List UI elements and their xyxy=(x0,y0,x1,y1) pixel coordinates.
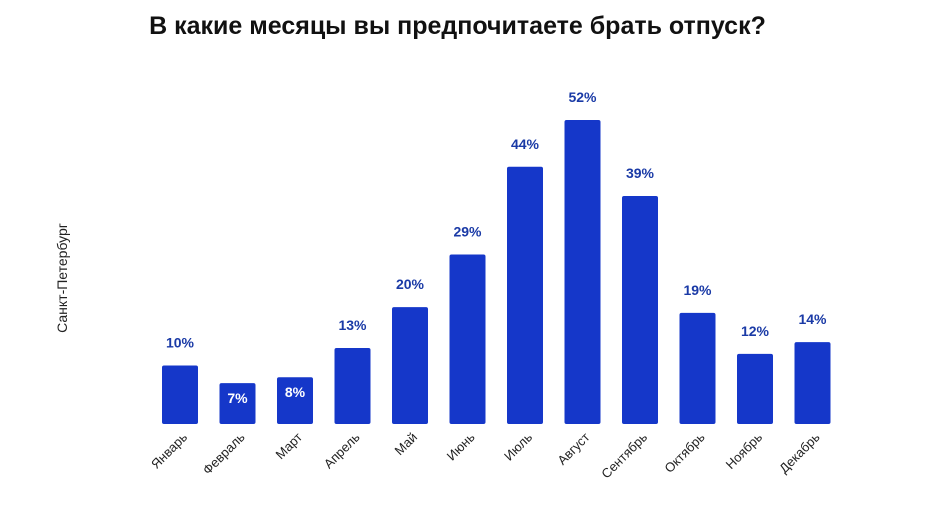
category-label-9: Сентябрь xyxy=(598,429,650,481)
bar-8 xyxy=(564,120,601,424)
value-label-9: 39% xyxy=(626,165,655,181)
bar-1 xyxy=(162,365,198,424)
bar-9 xyxy=(622,196,658,424)
bar-4 xyxy=(334,348,371,424)
category-label-6: Июнь xyxy=(444,429,478,463)
bar-7 xyxy=(507,166,543,424)
value-label-3: 8% xyxy=(285,384,306,400)
bar-3 xyxy=(277,377,313,424)
bar-10 xyxy=(679,312,716,424)
category-label-2: Февраль xyxy=(200,429,248,477)
value-label-8: 52% xyxy=(568,89,597,105)
value-label-7: 44% xyxy=(511,136,540,152)
value-label-10: 19% xyxy=(683,282,712,298)
value-label-5: 20% xyxy=(396,276,425,292)
value-label-12: 14% xyxy=(798,311,827,327)
bar-2 xyxy=(219,383,256,424)
category-label-5: Май xyxy=(392,430,421,459)
bar-11 xyxy=(737,353,773,424)
value-label-6: 29% xyxy=(453,223,482,239)
category-label-3: Март xyxy=(273,429,306,462)
category-label-1: Январь xyxy=(148,429,190,471)
category-label-7: Июль xyxy=(501,429,535,463)
value-label-2: 7% xyxy=(227,390,248,406)
category-label-8: Август xyxy=(554,429,592,467)
category-label-11: Ноябрь xyxy=(723,429,766,472)
bar-12 xyxy=(794,342,831,424)
bar-6 xyxy=(449,254,486,424)
value-label-11: 12% xyxy=(741,323,770,339)
value-label-4: 13% xyxy=(338,317,367,333)
category-label-10: Октябрь xyxy=(661,429,707,475)
category-label-12: Декабрь xyxy=(776,429,823,476)
bar-5 xyxy=(392,307,428,424)
chart-title: В какие месяцы вы предпочитаете брать от… xyxy=(149,12,766,40)
category-label-4: Апрель xyxy=(321,429,363,471)
value-label-1: 10% xyxy=(166,335,195,351)
